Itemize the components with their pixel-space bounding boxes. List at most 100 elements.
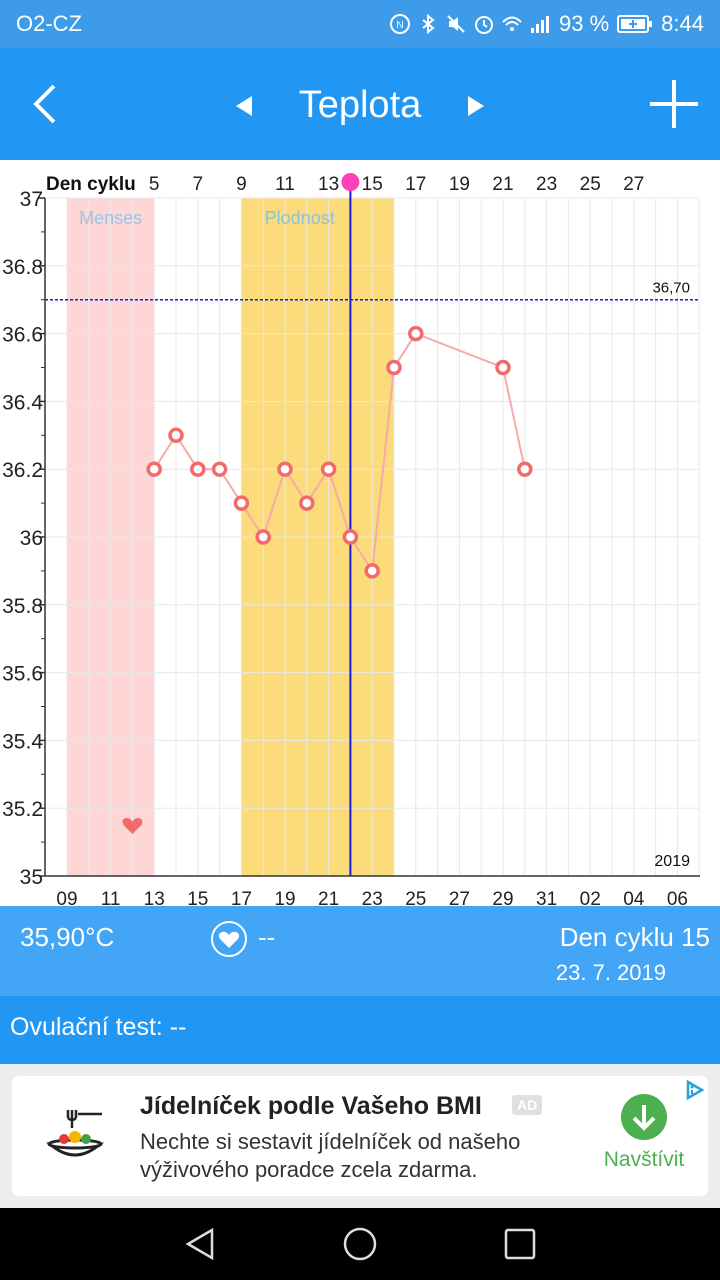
ovulation-test-row[interactable]: Ovulační test: -- [0, 996, 720, 1064]
y-tick-label: 36 [20, 527, 43, 550]
battery-icon [617, 15, 653, 33]
data-point [277, 461, 293, 477]
chart-svg[interactable]: Menses Plodnost 35 35.2 35.4 35.6 35.8 36 36.2 36… [0, 160, 720, 910]
top-tick-label: 23 [536, 174, 557, 195]
temperature-value: 35,90°C [20, 922, 115, 952]
x-tick-label: 27 [449, 889, 470, 906]
data-point [495, 359, 511, 376]
adchoices-icon[interactable] [682, 1078, 706, 1102]
data-point [168, 427, 184, 444]
ad-text: Nechte si sestavit jídelníček od našeho … [140, 1129, 521, 1182]
data-point [233, 495, 250, 511]
top-tick-label: 11 [275, 174, 295, 195]
ad-cta-label: Navštívit [603, 1148, 685, 1171]
top-tick-label: 17 [405, 174, 426, 195]
system-nav-bar [0, 1208, 720, 1280]
back-arrow-icon[interactable] [26, 82, 66, 126]
top-tick-label: 27 [623, 174, 644, 195]
y-tick-label: 36.6 [2, 324, 43, 347]
top-tick-label: 21 [492, 174, 513, 195]
status-icons: N 93 % 8:44 [389, 11, 704, 37]
y-tick-label: 36.4 [2, 391, 43, 414]
x-tick-label: 04 [623, 889, 645, 906]
threshold-label: 36,70 [652, 280, 690, 297]
x-tick-label: 31 [536, 889, 557, 906]
ovulation-test-label: Ovulační test: -- [10, 1013, 187, 1041]
y-tick-label: 35.4 [2, 730, 43, 753]
data-point [342, 529, 359, 545]
heart-icon[interactable] [210, 920, 248, 958]
info-bar: 35,90°C -- Den cyklu 15 23. 7. 2019 [0, 906, 720, 996]
app-bar: Teplota [0, 48, 720, 160]
ad-badge: AD [512, 1095, 543, 1115]
download-arrow-icon [621, 1094, 667, 1140]
y-tick-label: 37 [20, 188, 43, 211]
x-tick-label: 21 [318, 889, 339, 906]
nav-home-icon[interactable] [342, 1226, 378, 1262]
signal-icon [531, 16, 550, 33]
ad-area: Jídelníček podle Vašeho BMI AD Nechte si… [0, 1064, 720, 1208]
ad-cta-button[interactable]: Navštívit [594, 1094, 694, 1172]
y-tick-label: 35 [20, 866, 43, 889]
x-tick-label: 23 [362, 889, 383, 906]
heart-marker-icon [122, 818, 143, 834]
x-tick-label: 17 [231, 889, 252, 906]
wifi-icon [502, 16, 522, 31]
alarm-icon [475, 16, 494, 34]
x-tick-label: 25 [405, 889, 426, 906]
band-label: Plodnost [265, 208, 335, 228]
x-tick-label: 09 [56, 889, 77, 906]
top-tick-label: 13 [318, 174, 339, 195]
data-point [146, 461, 162, 477]
x-tick-label: 11 [101, 889, 121, 906]
data-point [364, 563, 380, 579]
nav-back-icon[interactable] [182, 1226, 218, 1262]
y-tick-label: 35.2 [2, 798, 43, 821]
year-label: 2019 [654, 853, 690, 870]
data-point [320, 461, 337, 477]
mute-icon [447, 15, 465, 33]
selected-date: 23. 7. 2019 [555, 960, 666, 985]
data-point [299, 495, 315, 511]
triangle-right-icon[interactable] [466, 94, 486, 118]
status-bar: O2-CZ N 93 % 8:44 [0, 0, 720, 48]
y-tick-label: 36.8 [2, 256, 43, 279]
data-point [211, 461, 228, 477]
data-point [408, 325, 424, 342]
y-tick-label: 35.6 [2, 663, 43, 686]
heart-value: -- [258, 922, 276, 952]
plus-icon[interactable] [650, 80, 698, 128]
cycle-day: Den cyklu 15 [559, 922, 710, 952]
data-point [190, 461, 206, 477]
nav-recents-icon[interactable] [502, 1226, 538, 1262]
band-label: Menses [79, 208, 142, 228]
x-tick-label: 02 [580, 889, 601, 906]
top-axis-label: Den cyklu [46, 174, 136, 195]
x-tick-label: 15 [187, 889, 208, 906]
nfc-icon: N [390, 14, 411, 34]
bluetooth-icon [422, 13, 435, 35]
x-tick-label: 19 [274, 889, 295, 906]
temperature-chart[interactable]: Menses Plodnost 35 35.2 35.4 35.6 35.8 36 36.2 36… [0, 160, 720, 910]
top-tick-label: 25 [580, 174, 601, 195]
svg-text:N: N [396, 20, 403, 31]
x-tick-label: 29 [492, 889, 513, 906]
carrier-name: O2-CZ [16, 11, 82, 36]
top-tick-label: 15 [362, 174, 383, 195]
top-tick-label: 19 [449, 174, 470, 195]
ad-card[interactable]: Jídelníček podle Vašeho BMI AD Nechte si… [12, 1076, 708, 1196]
y-tick-label: 36.2 [2, 459, 43, 482]
current-day-marker [341, 173, 360, 191]
triangle-left-icon[interactable] [234, 94, 254, 118]
ad-title: Jídelníček podle Vašeho BMI [140, 1092, 482, 1120]
x-tick-label: 13 [144, 889, 165, 906]
top-tick-label: 7 [193, 174, 204, 195]
plate-fork-icon [46, 1110, 104, 1157]
top-tick-label: 9 [236, 174, 247, 195]
top-tick-label: 5 [149, 174, 160, 195]
page-title: Teplota [298, 84, 422, 126]
x-tick-label: 06 [667, 889, 688, 906]
data-point [255, 529, 271, 545]
data-point [386, 359, 402, 376]
clock: 8:44 [661, 11, 704, 36]
